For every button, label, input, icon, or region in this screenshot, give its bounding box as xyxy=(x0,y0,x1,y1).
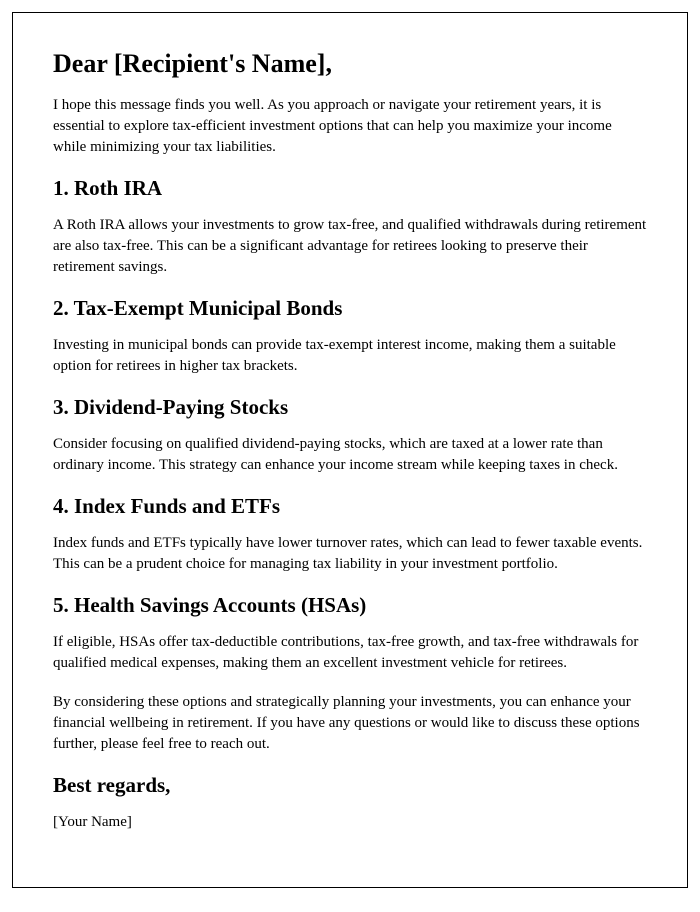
section-heading-2: 2. Tax-Exempt Municipal Bonds xyxy=(53,296,647,321)
signature-text: [Your Name] xyxy=(53,814,647,831)
section-body-4: Index funds and ETFs typically have lowe… xyxy=(53,533,647,575)
section-body-3: Consider focusing on qualified dividend-… xyxy=(53,434,647,476)
intro-paragraph: I hope this message finds you well. As y… xyxy=(53,95,647,158)
section-heading-5: 5. Health Savings Accounts (HSAs) xyxy=(53,593,647,618)
document-page: Dear [Recipient's Name], I hope this mes… xyxy=(12,12,688,888)
conclusion-paragraph: By considering these options and strateg… xyxy=(53,692,647,755)
closing-text: Best regards, xyxy=(53,773,647,798)
section-heading-1: 1. Roth IRA xyxy=(53,176,647,201)
section-heading-4: 4. Index Funds and ETFs xyxy=(53,494,647,519)
section-body-1: A Roth IRA allows your investments to gr… xyxy=(53,215,647,278)
section-body-2: Investing in municipal bonds can provide… xyxy=(53,335,647,377)
greeting-heading: Dear [Recipient's Name], xyxy=(53,49,647,79)
section-body-5: If eligible, HSAs offer tax-deductible c… xyxy=(53,632,647,674)
section-heading-3: 3. Dividend-Paying Stocks xyxy=(53,395,647,420)
